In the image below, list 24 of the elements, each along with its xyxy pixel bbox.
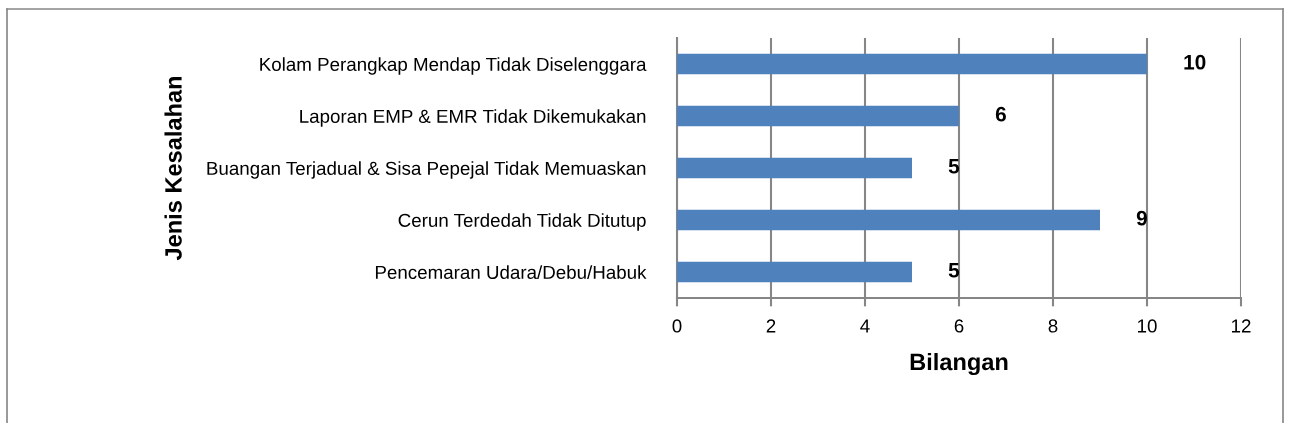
x-tick-label: 8: [1048, 319, 1058, 333]
x-tick-label: 0: [672, 319, 682, 333]
bar: [677, 261, 912, 283]
x-tick-label: 4: [860, 319, 870, 333]
data-label: 5: [948, 263, 960, 278]
x-tick-label: 12: [1232, 319, 1251, 333]
bar: [677, 157, 912, 179]
x-tick-label: 2: [766, 319, 776, 333]
bar: [677, 105, 959, 127]
y-tick-label: Laporan EMP & EMR Tidak Dikemukakan: [300, 109, 646, 127]
data-label: 5: [948, 159, 960, 174]
y-tick-label: Kolam Perangkap Mendap Tidak Diselenggara: [260, 57, 647, 75]
bar: [677, 209, 1100, 231]
data-label: 6: [995, 106, 1006, 122]
data-label: 9: [1136, 210, 1147, 226]
y-tick-label: Cerun Terdedah Tidak Ditutup: [398, 213, 646, 231]
y-tick-label: Buangan Terjadual & Sisa Pepejal Tidak Memuaskan: [207, 161, 646, 179]
data-label: 10: [1184, 54, 1206, 70]
y-axis-title: Jenis Kesalahan: [164, 76, 182, 261]
x-tick-label: 10: [1138, 319, 1157, 333]
x-tick-label: 6: [954, 319, 964, 333]
y-tick-label: Pencemaran Udara/Debu/Habuk: [375, 265, 647, 279]
bar: [677, 53, 1147, 75]
x-axis-title: Bilangan: [910, 352, 1008, 376]
